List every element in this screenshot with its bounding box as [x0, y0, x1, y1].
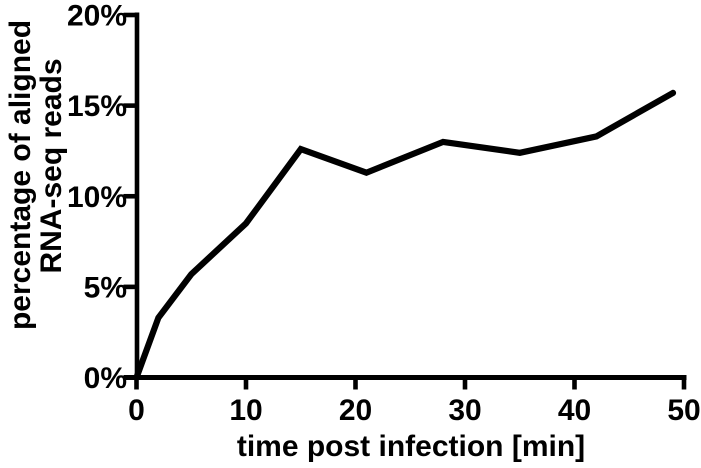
- x-tick-label: 50: [667, 394, 700, 427]
- y-axis-title-line2: RNA-seq reads: [35, 58, 68, 273]
- y-tick-label: 5%: [84, 271, 127, 304]
- y-axis-tick-labels: 0% 5% 10% 15% 20%: [67, 0, 127, 395]
- data-series-line: [133, 89, 677, 381]
- y-tick-label: 20%: [67, 0, 127, 33]
- x-axis-title: time post infection [min]: [237, 430, 585, 463]
- y-tick-label: 10%: [67, 181, 127, 214]
- x-tick-label: 10: [229, 394, 262, 427]
- x-tick-label: 40: [558, 394, 591, 427]
- x-tick-label: 20: [339, 394, 372, 427]
- x-tick-label: 0: [128, 394, 145, 427]
- y-axis-title-line1: percentage of aligned: [4, 20, 37, 330]
- y-tick-label: 15%: [67, 90, 127, 123]
- x-tick-label: 30: [448, 394, 481, 427]
- x-axis-tick-labels: 0 10 20 30 40 50: [128, 394, 701, 427]
- y-tick-label: 0%: [84, 362, 127, 395]
